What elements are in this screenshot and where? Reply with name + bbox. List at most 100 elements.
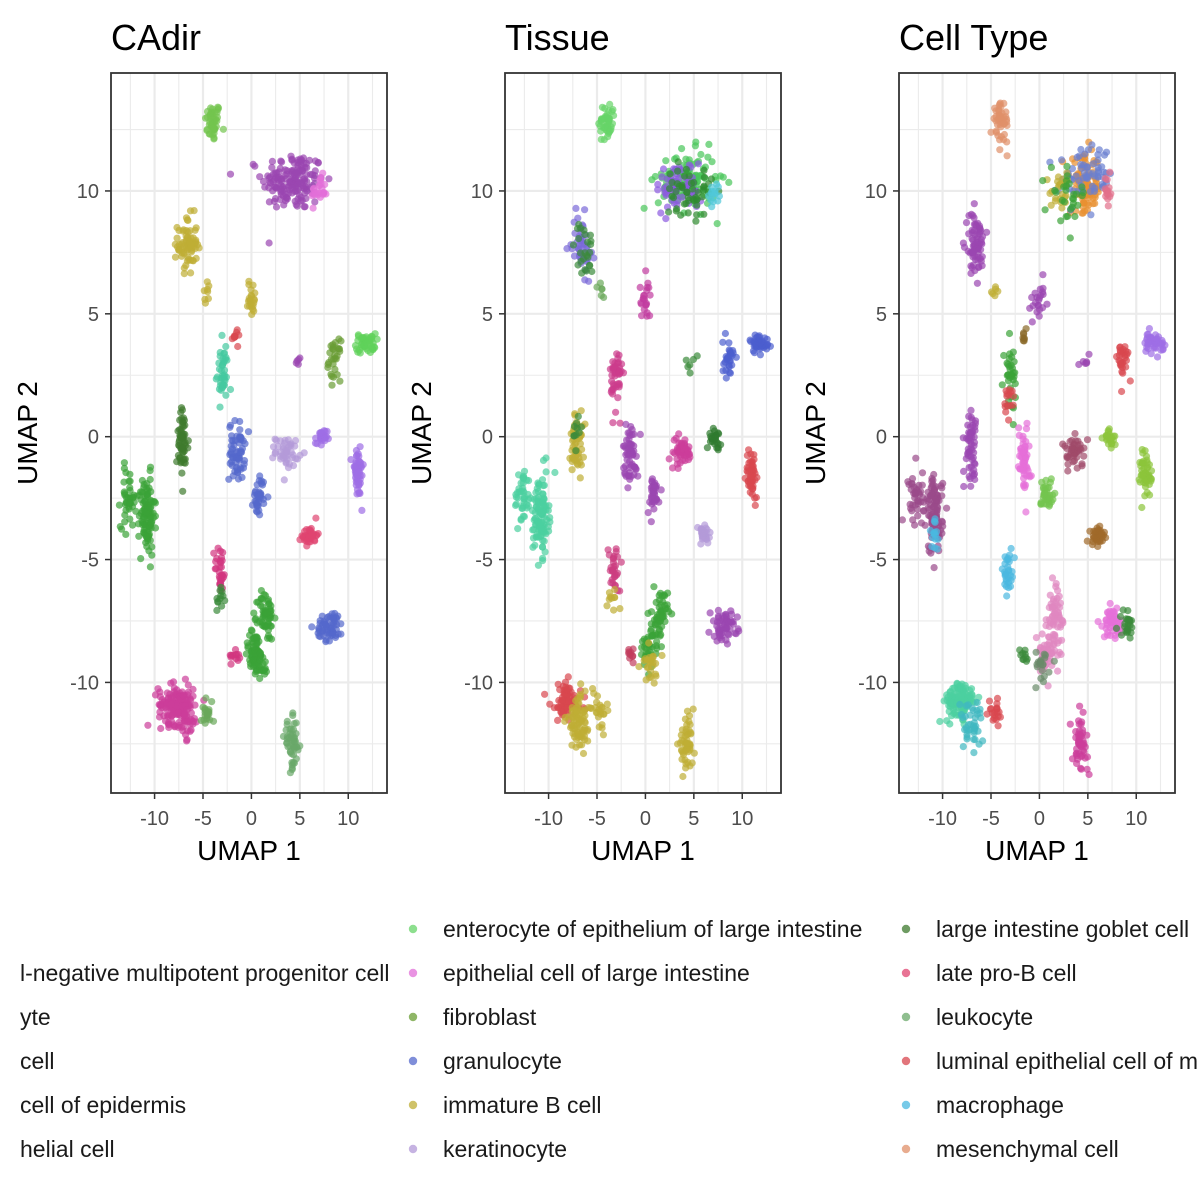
data-point [1101, 174, 1109, 182]
data-point [708, 158, 716, 166]
data-point [1045, 502, 1053, 510]
data-point [928, 543, 936, 551]
cluster-21 [524, 454, 559, 569]
data-point [252, 499, 261, 508]
data-point [566, 454, 574, 462]
data-point [1122, 363, 1130, 371]
data-point [694, 160, 703, 168]
data-point [301, 189, 309, 197]
data-point [644, 508, 652, 517]
data-point [1122, 615, 1130, 623]
data-point [186, 227, 194, 235]
data-point [657, 631, 665, 639]
data-point [756, 339, 764, 347]
data-point [968, 264, 976, 272]
data-point [1029, 302, 1037, 310]
data-point [182, 731, 190, 739]
data-point [298, 197, 306, 205]
data-point [514, 525, 522, 533]
data-point [644, 279, 652, 287]
data-point [1112, 624, 1121, 633]
data-point [1046, 591, 1054, 599]
data-point [686, 453, 694, 461]
data-point [1039, 678, 1047, 686]
data-point [659, 598, 667, 606]
data-point [125, 499, 133, 507]
data-point [1022, 508, 1030, 516]
data-point [190, 207, 198, 215]
data-point [963, 735, 971, 743]
data-point [1100, 151, 1109, 159]
data-point [126, 470, 134, 478]
data-point [291, 734, 299, 742]
data-point [264, 632, 273, 640]
data-point [665, 455, 673, 463]
data-point [266, 178, 274, 187]
cluster-6 [351, 330, 381, 357]
data-point [617, 558, 625, 566]
legend-key [408, 1056, 418, 1066]
data-point [1054, 587, 1062, 595]
legend-entry-label: epithelial cell of large intestine [443, 960, 750, 986]
data-point [248, 292, 256, 300]
data-point [356, 461, 364, 469]
data-point [575, 429, 583, 437]
cluster-4 [200, 278, 213, 307]
data-point [200, 287, 208, 295]
data-point [154, 685, 162, 693]
data-point [1043, 641, 1051, 649]
data-point [294, 360, 302, 368]
data-point [677, 439, 685, 447]
data-point [283, 446, 291, 454]
cluster-5 [243, 277, 259, 318]
data-point [994, 722, 1002, 730]
data-point [651, 172, 659, 181]
legend-entry-label: cell of epidermis [20, 1092, 186, 1118]
data-point [276, 164, 284, 172]
data-point [688, 185, 697, 193]
cluster-14 [269, 435, 308, 484]
data-point [1126, 634, 1134, 642]
data-point [1019, 337, 1027, 345]
umap-panel-3: Cell Type -10 -5 0 5 10 10 5 0 -5 -10 UMAP 1 UMAP 2 [800, 17, 1176, 866]
x-tick-label: 0 [640, 808, 651, 830]
data-point [606, 567, 614, 575]
data-point [293, 743, 301, 751]
data-point [579, 749, 588, 758]
data-point [1045, 668, 1053, 676]
legend-key [408, 1144, 418, 1154]
data-point [317, 428, 325, 437]
data-point [280, 201, 288, 209]
data-point [731, 629, 739, 637]
data-point [306, 526, 314, 534]
data-point [1064, 460, 1072, 468]
data-point [935, 497, 943, 505]
data-point [995, 101, 1003, 110]
data-point [146, 563, 154, 571]
data-point [640, 204, 648, 212]
data-point [359, 333, 367, 342]
data-point [659, 612, 667, 620]
data-point [1041, 206, 1049, 214]
x-tick-label: -10 [534, 808, 563, 830]
data-point [298, 532, 306, 540]
data-point [1045, 633, 1053, 641]
data-point [1076, 702, 1084, 710]
data-point [1007, 388, 1015, 396]
data-point [139, 489, 147, 497]
data-point [912, 454, 920, 462]
data-point [264, 620, 272, 628]
data-point [624, 429, 632, 437]
data-point [1003, 592, 1011, 600]
data-point [1118, 387, 1126, 396]
data-point [216, 348, 224, 357]
data-point [1081, 754, 1089, 762]
data-point [722, 374, 730, 382]
x-axis-label: UMAP 1 [591, 835, 695, 866]
data-point [331, 631, 340, 640]
data-point [616, 605, 624, 613]
legend-key [901, 1012, 911, 1022]
data-point [573, 224, 582, 233]
data-point [577, 407, 585, 415]
data-point [261, 658, 269, 666]
